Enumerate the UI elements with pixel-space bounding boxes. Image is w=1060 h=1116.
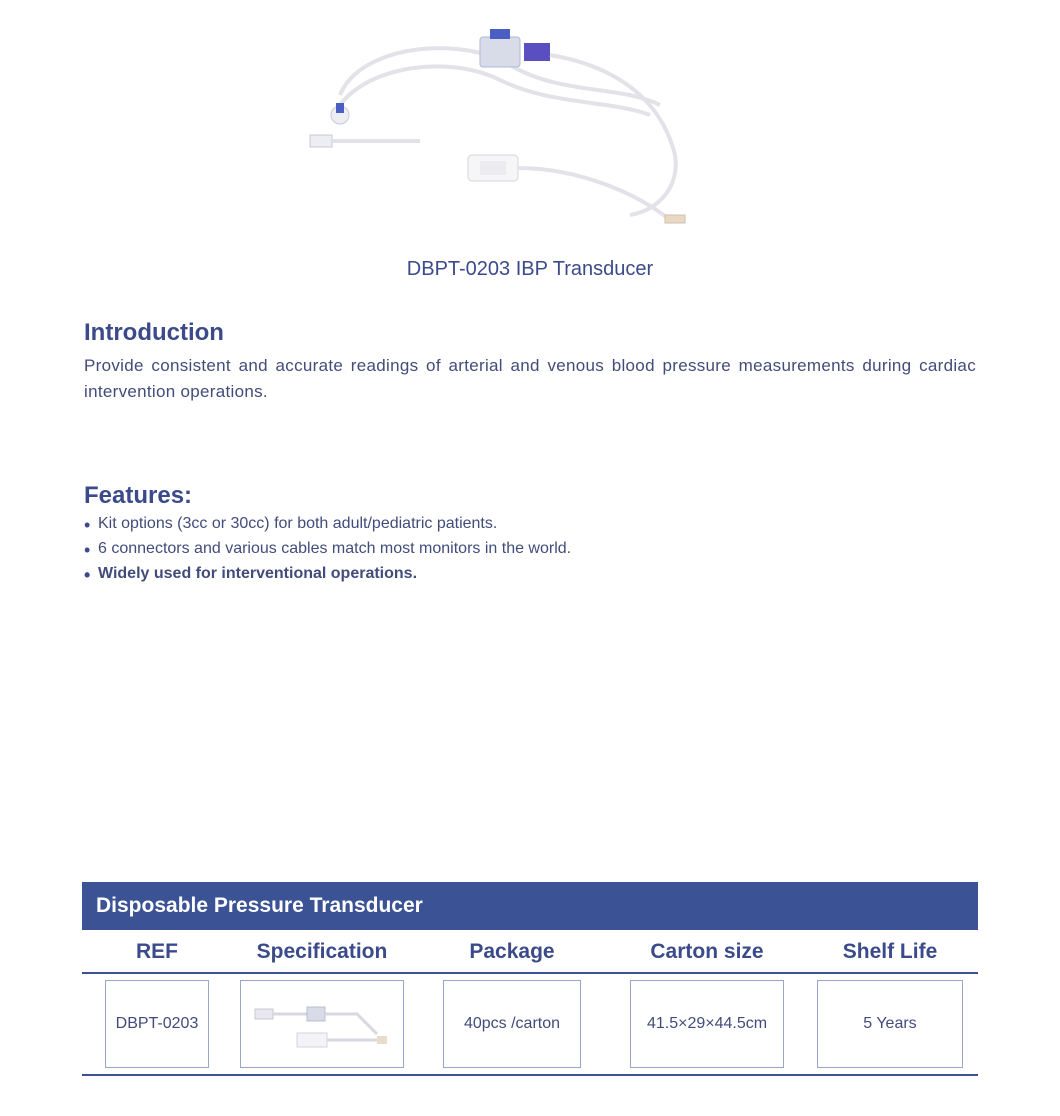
introduction-heading: Introduction <box>84 319 976 347</box>
cell-package: 40pcs /carton <box>443 980 581 1068</box>
spec-table-title: Disposable Pressure Transducer <box>82 882 978 930</box>
table-row: DBPT-0203 40pcs /carton 41.5×29×44.5cm <box>82 974 978 1076</box>
product-caption: DBPT-0203 IBP Transducer <box>0 258 1060 281</box>
introduction-text: Provide consistent and accurate readings… <box>84 353 976 404</box>
cell-ref: DBPT-0203 <box>105 980 209 1068</box>
column-header-package: Package <box>412 940 612 964</box>
cell-shelf-life: 5 Years <box>817 980 963 1068</box>
feature-item: Kit options (3cc or 30cc) for both adult… <box>84 512 976 537</box>
features-list: Kit options (3cc or 30cc) for both adult… <box>84 512 976 586</box>
column-header-carton-size: Carton size <box>612 940 802 964</box>
column-header-specification: Specification <box>232 940 412 964</box>
feature-item: Widely used for interventional operation… <box>84 562 976 587</box>
product-illustration <box>280 15 740 235</box>
cell-carton-size: 41.5×29×44.5cm <box>630 980 784 1068</box>
feature-item: 6 connectors and various cables match mo… <box>84 537 976 562</box>
cell-specification <box>240 980 404 1068</box>
column-header-ref: REF <box>82 940 232 964</box>
spec-table: Disposable Pressure Transducer REF Speci… <box>82 882 978 1076</box>
column-header-shelf-life: Shelf Life <box>802 940 978 964</box>
features-heading: Features: <box>84 482 976 510</box>
spec-table-header-row: REF Specification Package Carton size Sh… <box>82 930 978 974</box>
spec-thumbnail-icon <box>247 989 397 1059</box>
product-image-area <box>0 0 1060 250</box>
